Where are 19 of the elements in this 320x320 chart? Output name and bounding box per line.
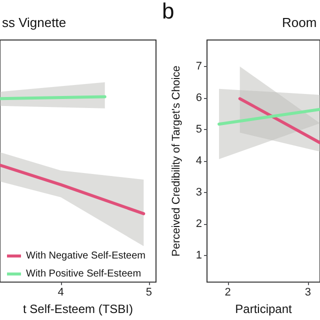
text: b bbox=[162, 0, 174, 24]
x-tick-label: 3 bbox=[304, 286, 312, 299]
legend-label: With Negative Self-Esteem bbox=[26, 250, 146, 262]
x-axis-title: Participant bbox=[235, 302, 293, 316]
y-tick-label: 1 bbox=[196, 250, 202, 262]
y-tick-label: 6 bbox=[196, 92, 202, 104]
chart-title: Room bbox=[282, 15, 317, 30]
y-axis-title: Perceived Credibility of Target's Choice bbox=[170, 66, 182, 256]
chart-title: ss Vignette bbox=[2, 15, 66, 30]
y-tick-label: 5 bbox=[196, 124, 202, 136]
y-tick-label: 3 bbox=[196, 186, 202, 199]
y-tick-label: 4 bbox=[196, 155, 202, 168]
y-tick-label: 7 bbox=[196, 60, 202, 72]
x-tick-label: 5 bbox=[146, 286, 152, 299]
legend-label: With Positive Self-Esteem bbox=[26, 268, 142, 280]
x-axis-title: t Self-Esteem (TSBI) bbox=[22, 302, 134, 316]
y-tick-label: 2 bbox=[196, 218, 202, 230]
x-tick-label: 2 bbox=[224, 286, 231, 299]
x-tick-label: 4 bbox=[58, 286, 64, 299]
